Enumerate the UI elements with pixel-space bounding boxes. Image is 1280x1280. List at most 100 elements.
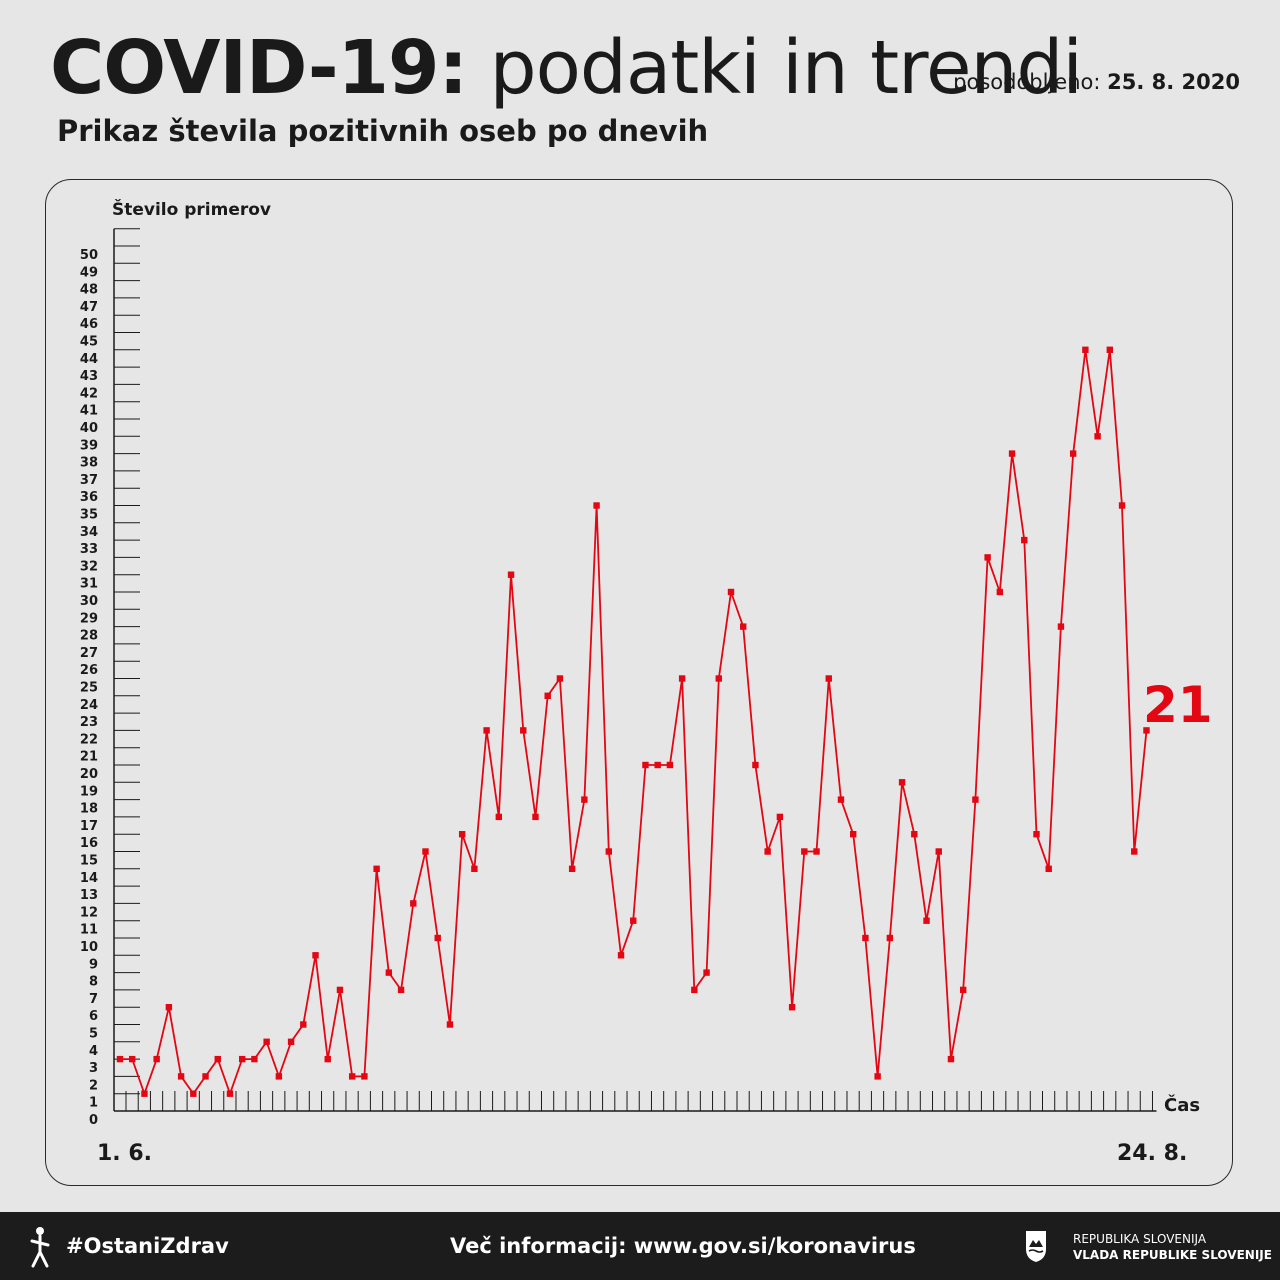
y-tick-label: 24 xyxy=(80,698,98,713)
y-tick-label: 37 xyxy=(80,473,98,488)
data-point xyxy=(165,1004,173,1011)
data-point xyxy=(862,934,869,942)
y-axis-label: Število primerov xyxy=(112,200,272,220)
x-axis-label: Čas xyxy=(1164,1095,1201,1116)
y-tick-label: 34 xyxy=(80,525,98,540)
more-info-link[interactable]: Več informacij: www.gov.si/koronavirus xyxy=(450,1234,916,1258)
data-point xyxy=(251,1055,258,1063)
slovenia-crest-icon xyxy=(1026,1231,1046,1262)
y-tick-label: 16 xyxy=(80,836,98,851)
y-tick-label: 31 xyxy=(80,577,98,592)
y-tick-label: 33 xyxy=(80,542,98,557)
data-point xyxy=(1094,433,1101,440)
y-tick-label: 18 xyxy=(80,802,98,817)
data-point xyxy=(776,813,784,821)
data-point xyxy=(727,588,735,596)
latest-value-label: 21 xyxy=(1143,676,1213,734)
data-point xyxy=(202,1073,209,1080)
data-point xyxy=(923,917,930,924)
y-tick-label: 38 xyxy=(80,456,98,471)
y-tick-label: 20 xyxy=(80,767,98,782)
data-point xyxy=(1131,848,1138,855)
y-tick-label: 43 xyxy=(80,369,98,384)
data-point xyxy=(1057,623,1065,630)
data-point xyxy=(1045,865,1052,872)
updated-label: posodobljeno: xyxy=(953,70,1108,94)
y-tick-label: 1 xyxy=(89,1096,98,1111)
data-point xyxy=(1118,502,1126,509)
data-point xyxy=(837,796,845,803)
data-point xyxy=(336,986,344,994)
y-tick-label: 50 xyxy=(80,248,98,263)
data-point xyxy=(312,952,319,959)
data-point xyxy=(984,554,991,561)
data-point xyxy=(581,796,588,803)
data-point xyxy=(177,1073,185,1080)
data-point xyxy=(1021,536,1028,544)
y-tick-label: 40 xyxy=(80,421,98,436)
y-tick-label: 23 xyxy=(80,715,98,730)
data-point xyxy=(190,1090,197,1097)
data-point xyxy=(422,848,429,855)
y-tick-label: 45 xyxy=(80,335,98,350)
data-point xyxy=(825,675,832,682)
data-point xyxy=(1008,450,1016,457)
y-tick-label: 21 xyxy=(80,750,98,765)
data-point xyxy=(678,675,686,682)
person-figure-icon xyxy=(30,1227,50,1268)
y-tick-label: 36 xyxy=(80,490,98,505)
y-tick-label: 19 xyxy=(80,784,98,799)
y-tick-label: 0 xyxy=(89,1113,98,1128)
y-tick-label: 8 xyxy=(89,975,98,990)
data-point xyxy=(850,831,857,838)
y-tick-label: 49 xyxy=(80,265,98,280)
data-point xyxy=(654,761,661,769)
data-point xyxy=(507,571,515,578)
y-tick-label: 39 xyxy=(80,438,98,453)
title-bold: COVID-19: xyxy=(50,25,468,111)
y-tick-label: 13 xyxy=(80,888,98,903)
y-tick-label: 10 xyxy=(80,940,98,955)
data-point xyxy=(691,986,698,994)
y-tick-label: 22 xyxy=(80,732,98,747)
y-tick-label: 5 xyxy=(89,1027,98,1042)
data-point xyxy=(801,848,808,855)
y-tick-label: 9 xyxy=(89,957,98,972)
title-light: podatki in trendi xyxy=(467,25,1083,111)
y-tick-label: 15 xyxy=(80,854,98,869)
gov-line-1: REPUBLIKA SLOVENIJA xyxy=(1073,1232,1207,1246)
y-tick-label: 2 xyxy=(89,1078,98,1093)
data-point xyxy=(898,779,906,786)
y-tick-label: 47 xyxy=(80,300,98,315)
data-point xyxy=(348,1073,356,1080)
y-tick-label: 27 xyxy=(80,646,98,661)
data-point xyxy=(373,865,380,872)
data-point xyxy=(1106,346,1114,353)
y-tick-label: 30 xyxy=(80,594,98,609)
data-point xyxy=(385,969,393,976)
data-point xyxy=(752,761,759,769)
x-end-label: 24. 8. xyxy=(1117,1141,1188,1166)
y-tick-label: 28 xyxy=(80,629,98,644)
data-point xyxy=(434,934,441,942)
data-point xyxy=(593,502,600,509)
data-point xyxy=(666,761,674,769)
data-point xyxy=(703,969,710,976)
y-tick-label: 4 xyxy=(89,1044,98,1059)
data-point xyxy=(263,1038,270,1045)
chart-subtitle: Prikaz števila pozitivnih oseb po dnevih xyxy=(57,114,709,148)
x-start-label: 1. 6. xyxy=(97,1141,152,1166)
y-tick-label: 11 xyxy=(80,923,98,938)
data-point xyxy=(996,588,1004,596)
y-tick-label: 35 xyxy=(80,508,98,523)
data-point xyxy=(361,1073,368,1080)
data-point xyxy=(935,848,942,855)
data-point xyxy=(324,1055,331,1063)
data-point xyxy=(556,675,564,682)
y-tick-label: 6 xyxy=(89,1009,98,1024)
data-point xyxy=(605,848,612,855)
data-point xyxy=(972,796,979,803)
data-point xyxy=(397,986,405,994)
data-point xyxy=(788,1004,796,1011)
